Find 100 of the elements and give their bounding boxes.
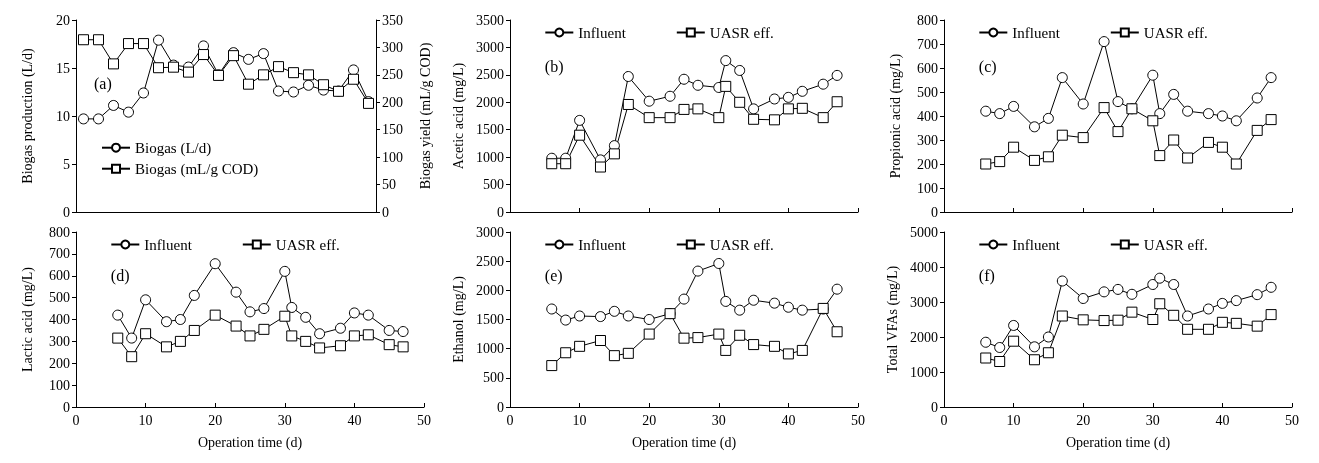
y-tick-label: 500 (49, 290, 70, 306)
point (748, 103, 760, 115)
point (994, 108, 1006, 120)
point (622, 71, 634, 82)
point (768, 297, 780, 309)
y-tick-label: 700 (49, 246, 70, 262)
point (348, 307, 360, 319)
point (594, 311, 606, 323)
point (303, 69, 314, 81)
point (692, 332, 704, 344)
point (678, 73, 690, 85)
y-tick-label: 2000 (910, 329, 938, 345)
legend-label: Biogas (mL/g COD) (135, 160, 259, 178)
y2-tick-label: 0 (382, 204, 389, 220)
point (397, 341, 409, 353)
point (574, 129, 586, 141)
point (1230, 115, 1242, 127)
point (1251, 92, 1263, 104)
point (796, 102, 808, 114)
point (300, 335, 312, 347)
point (1216, 316, 1228, 328)
point (692, 265, 704, 277)
point (1077, 98, 1089, 110)
point (1098, 286, 1110, 298)
point (314, 328, 326, 340)
point (664, 112, 676, 124)
x-tick-label: 30 (711, 412, 726, 428)
point (608, 148, 620, 160)
point (643, 112, 655, 124)
point (1202, 136, 1214, 148)
y-tick-label: 500 (483, 370, 504, 386)
y2-tick-label: 350 (382, 12, 403, 28)
point (980, 336, 992, 348)
point (1008, 319, 1020, 331)
x-tick-label: 50 (851, 412, 865, 428)
x-tick-label: 20 (208, 412, 223, 428)
point (1028, 354, 1040, 366)
point (243, 78, 254, 90)
x-tick-label: 10 (1006, 412, 1021, 428)
x-tick-label: 50 (417, 412, 431, 428)
point (1008, 141, 1020, 153)
point (734, 96, 746, 108)
point (1126, 288, 1138, 300)
point (258, 323, 270, 335)
point (348, 64, 359, 76)
point (1154, 272, 1166, 284)
point (1154, 298, 1166, 310)
point (258, 69, 269, 81)
y-tick-label: 2000 (476, 94, 504, 110)
point (748, 294, 760, 306)
x-tick-label: 20 (1076, 412, 1091, 428)
point (1126, 306, 1138, 318)
point (782, 301, 794, 313)
legend-label: UASR eff. (1143, 24, 1208, 41)
point (279, 310, 291, 322)
point (362, 309, 374, 321)
point (720, 344, 732, 356)
point (334, 322, 346, 334)
x-tick-label: 30 (277, 412, 292, 428)
point (782, 103, 794, 115)
point (140, 328, 152, 340)
point (643, 328, 655, 340)
y-tick-label: 10 (56, 108, 70, 124)
point (713, 258, 725, 269)
point (994, 156, 1006, 168)
point (123, 38, 134, 50)
point (692, 79, 704, 91)
point (1077, 314, 1089, 326)
y-axis-title: Biogas production (L/d) (19, 48, 36, 184)
legend-label: Influent (1012, 236, 1061, 253)
y-axis-title: Acetic acid (mg/L) (450, 62, 467, 170)
point (244, 306, 256, 318)
y-tick-label: 15 (56, 60, 70, 76)
point (1042, 112, 1054, 124)
point (768, 93, 780, 105)
point (334, 340, 346, 352)
y2-tick-label: 300 (382, 39, 403, 55)
point (1147, 69, 1159, 81)
point (108, 58, 119, 70)
annotation: (c) (978, 57, 997, 76)
point (546, 303, 558, 315)
point (1008, 100, 1020, 112)
y-tick-label: 1000 (476, 149, 504, 165)
point (126, 351, 138, 363)
x-tick-label: 10 (572, 412, 587, 428)
point (1216, 297, 1228, 309)
y2-tick-label: 200 (382, 94, 403, 110)
annotation: (f) (978, 266, 995, 285)
point (160, 341, 172, 353)
legend-label: UASR eff. (275, 236, 340, 253)
y-tick-label: 0 (63, 204, 70, 220)
point (831, 69, 843, 81)
y-tick-label: 100 (917, 180, 938, 196)
point (817, 78, 829, 90)
x-axis-title: Operation time (d) (197, 434, 303, 451)
y2-tick-label: 50 (382, 177, 396, 193)
point (1056, 310, 1068, 322)
point (279, 265, 291, 277)
point (1168, 88, 1180, 100)
y-tick-label: 1000 (476, 341, 504, 357)
